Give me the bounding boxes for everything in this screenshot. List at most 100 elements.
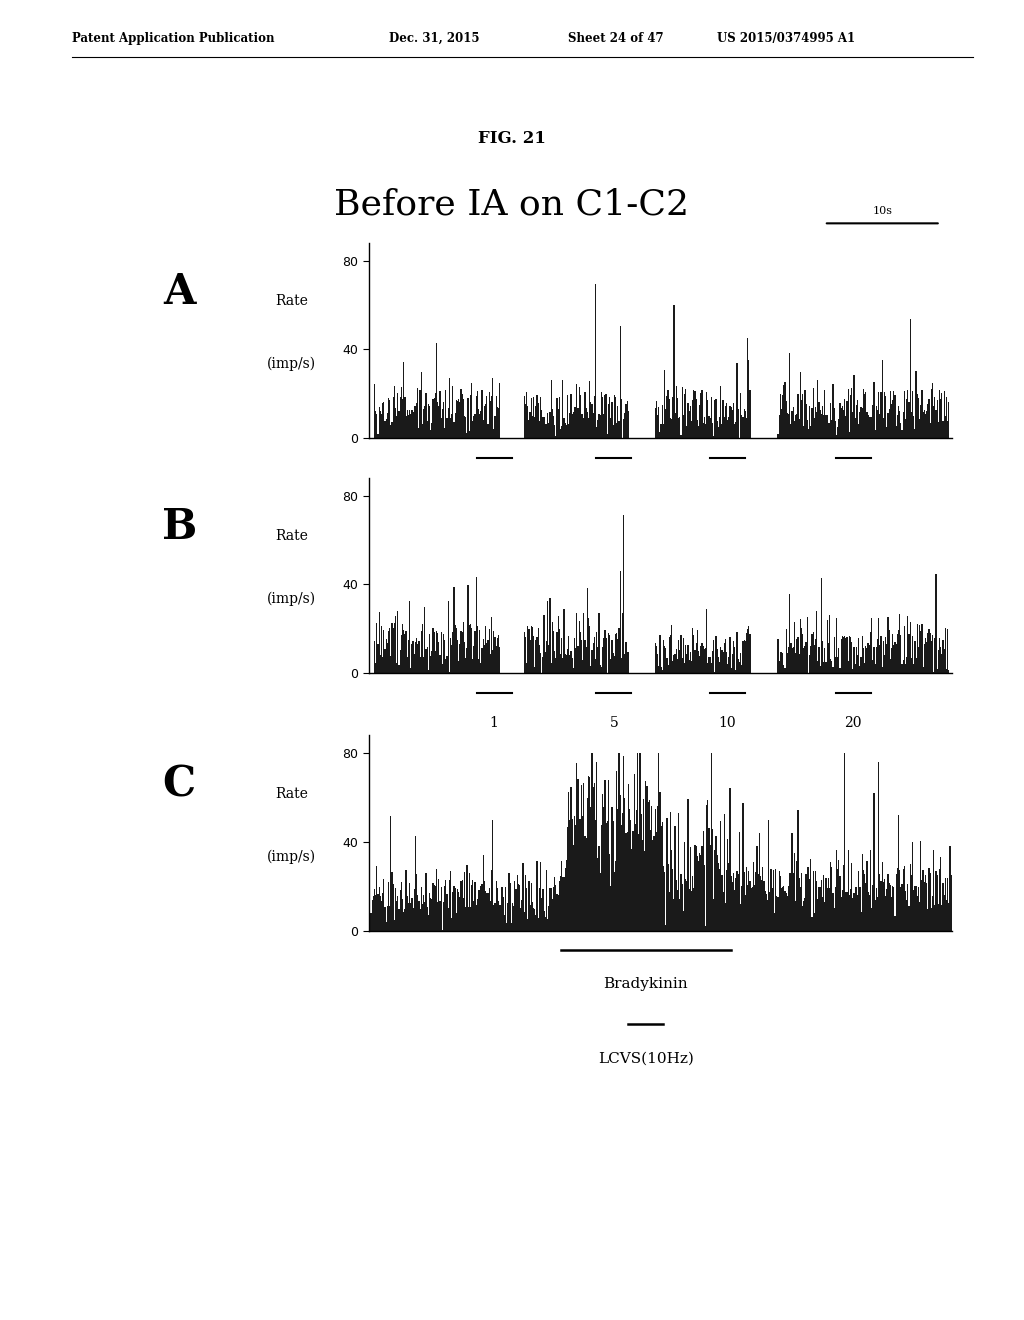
- Bar: [741, 414, 742, 438]
- Bar: [929, 399, 930, 438]
- Bar: [630, 820, 631, 931]
- Bar: [641, 813, 642, 931]
- Bar: [437, 401, 438, 438]
- Text: Patent Application Publication: Patent Application Publication: [72, 32, 274, 45]
- Bar: [682, 884, 683, 931]
- Bar: [399, 397, 400, 438]
- Bar: [823, 663, 824, 673]
- Bar: [658, 407, 659, 438]
- Bar: [943, 895, 945, 931]
- Bar: [671, 626, 672, 673]
- Bar: [703, 865, 705, 931]
- Bar: [925, 875, 926, 931]
- Bar: [798, 810, 799, 931]
- Bar: [480, 886, 481, 931]
- Bar: [822, 642, 823, 673]
- Text: 20: 20: [845, 717, 862, 730]
- Bar: [672, 397, 674, 438]
- Bar: [380, 656, 381, 673]
- Bar: [724, 813, 725, 931]
- Bar: [394, 920, 395, 931]
- Bar: [407, 895, 408, 931]
- Bar: [498, 635, 499, 673]
- Bar: [444, 640, 445, 673]
- Bar: [575, 648, 577, 673]
- Bar: [504, 915, 505, 931]
- Bar: [754, 884, 756, 931]
- Bar: [600, 665, 601, 673]
- Bar: [892, 635, 893, 673]
- Bar: [923, 870, 924, 931]
- Bar: [934, 906, 935, 931]
- Bar: [397, 392, 398, 438]
- Bar: [416, 874, 417, 931]
- Bar: [499, 647, 501, 673]
- Bar: [670, 417, 671, 438]
- Bar: [863, 648, 864, 673]
- Bar: [699, 656, 700, 673]
- Bar: [643, 799, 644, 931]
- Bar: [453, 892, 454, 931]
- Bar: [573, 407, 575, 438]
- Bar: [545, 652, 546, 673]
- Bar: [781, 888, 782, 931]
- Bar: [715, 850, 716, 931]
- Bar: [498, 408, 499, 438]
- Bar: [544, 615, 545, 673]
- Bar: [658, 667, 659, 673]
- Bar: [898, 631, 899, 673]
- Bar: [859, 667, 860, 673]
- Bar: [577, 763, 578, 931]
- Bar: [925, 413, 926, 438]
- Bar: [787, 886, 790, 931]
- Bar: [884, 879, 885, 931]
- Bar: [915, 371, 916, 438]
- Bar: [811, 916, 813, 931]
- Bar: [450, 418, 452, 438]
- Bar: [889, 883, 890, 931]
- Bar: [406, 416, 407, 438]
- Bar: [779, 652, 781, 673]
- Bar: [904, 626, 905, 673]
- Bar: [614, 861, 616, 931]
- Bar: [507, 903, 509, 931]
- Bar: [420, 657, 421, 673]
- Bar: [573, 816, 575, 931]
- Bar: [407, 657, 408, 673]
- Bar: [900, 887, 901, 931]
- Bar: [932, 896, 933, 931]
- Bar: [839, 861, 840, 931]
- Bar: [702, 645, 703, 673]
- Bar: [878, 618, 880, 673]
- Bar: [411, 903, 412, 931]
- Bar: [412, 899, 413, 931]
- Bar: [930, 424, 931, 438]
- Bar: [473, 647, 474, 673]
- Bar: [850, 888, 851, 931]
- Bar: [598, 413, 600, 438]
- Bar: [853, 892, 855, 931]
- Bar: [452, 919, 453, 931]
- Bar: [777, 896, 778, 931]
- Bar: [873, 793, 874, 931]
- Bar: [495, 636, 496, 673]
- Bar: [455, 413, 456, 438]
- Bar: [859, 412, 860, 438]
- Bar: [382, 894, 383, 931]
- Bar: [447, 408, 449, 438]
- Bar: [939, 869, 940, 931]
- Bar: [593, 413, 594, 438]
- Bar: [416, 403, 417, 438]
- Bar: [683, 911, 684, 931]
- Bar: [740, 652, 741, 673]
- Bar: [485, 891, 486, 931]
- Bar: [910, 412, 912, 438]
- Bar: [455, 888, 456, 931]
- Bar: [415, 407, 416, 438]
- Bar: [842, 407, 843, 438]
- Bar: [718, 426, 719, 438]
- Bar: [906, 656, 907, 673]
- Bar: [905, 420, 906, 438]
- Bar: [541, 898, 543, 931]
- Bar: [650, 829, 651, 931]
